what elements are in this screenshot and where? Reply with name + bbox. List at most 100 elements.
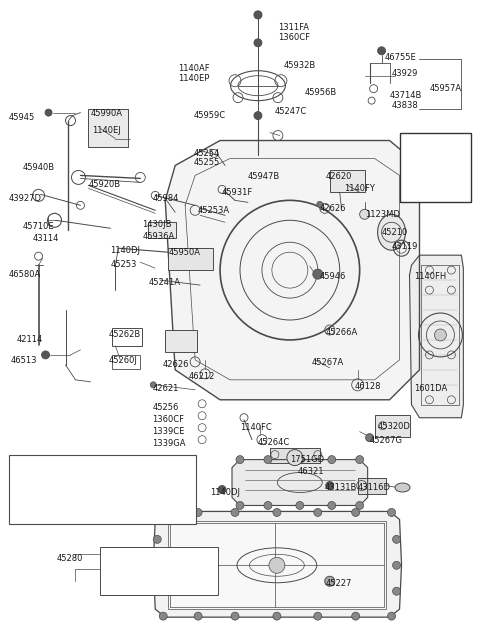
Circle shape xyxy=(296,456,304,464)
Polygon shape xyxy=(165,141,420,400)
Text: 45241A: 45241A xyxy=(148,278,180,287)
Text: 45280: 45280 xyxy=(57,554,83,563)
Circle shape xyxy=(153,587,161,595)
Text: 45710E: 45710E xyxy=(23,222,54,231)
Text: 43714B: 43714B xyxy=(390,91,422,100)
Circle shape xyxy=(159,509,167,516)
Circle shape xyxy=(317,201,323,207)
Text: 46580A: 46580A xyxy=(9,270,41,279)
Circle shape xyxy=(218,485,226,493)
Text: 45264C: 45264C xyxy=(258,438,290,447)
Text: 45956B: 45956B xyxy=(305,87,337,96)
Text: 1140FC: 1140FC xyxy=(240,422,272,431)
Text: 45932B: 45932B xyxy=(284,60,316,69)
Text: 45254A: 45254A xyxy=(138,465,170,474)
Text: 46513: 46513 xyxy=(11,356,37,365)
Text: 45266A: 45266A xyxy=(326,328,358,337)
Circle shape xyxy=(393,561,400,569)
Text: 1123MD: 1123MD xyxy=(365,210,399,219)
Text: 45323B: 45323B xyxy=(148,569,180,578)
Circle shape xyxy=(313,269,323,279)
Circle shape xyxy=(159,612,167,620)
Text: 45940B: 45940B xyxy=(23,163,55,172)
Text: 1140FH: 1140FH xyxy=(415,272,447,281)
Text: 42621: 42621 xyxy=(152,384,179,393)
Bar xyxy=(330,170,365,192)
Text: 45957A: 45957A xyxy=(430,84,462,93)
Text: 45945: 45945 xyxy=(9,113,35,122)
Circle shape xyxy=(150,382,156,388)
Text: 1430JB: 1430JB xyxy=(142,221,172,230)
Text: 43929: 43929 xyxy=(392,69,418,78)
Circle shape xyxy=(296,502,304,509)
Circle shape xyxy=(194,612,202,620)
Text: 1751GD: 1751GD xyxy=(290,455,324,464)
Circle shape xyxy=(434,329,446,341)
Text: 45984: 45984 xyxy=(152,194,179,203)
Text: 45320D: 45320D xyxy=(378,422,410,431)
Circle shape xyxy=(264,502,272,509)
Text: (1600CC): (1600CC) xyxy=(405,143,451,152)
Bar xyxy=(165,330,197,352)
Text: 1140FY: 1140FY xyxy=(344,185,374,194)
Text: 45210: 45210 xyxy=(428,154,456,163)
Bar xyxy=(374,415,409,437)
Text: 43838: 43838 xyxy=(392,101,418,110)
Text: 45227: 45227 xyxy=(326,579,352,588)
Circle shape xyxy=(360,210,370,219)
Circle shape xyxy=(42,351,49,359)
Text: 45324: 45324 xyxy=(148,581,175,590)
Polygon shape xyxy=(153,511,402,617)
Ellipse shape xyxy=(378,214,406,250)
Circle shape xyxy=(45,109,52,116)
Bar xyxy=(88,109,128,147)
Polygon shape xyxy=(409,255,463,418)
Circle shape xyxy=(314,612,322,620)
Circle shape xyxy=(326,482,334,489)
Text: 45247C: 45247C xyxy=(275,107,307,116)
Text: 21513: 21513 xyxy=(19,465,45,474)
Bar xyxy=(168,521,385,609)
Text: 46755E: 46755E xyxy=(384,53,416,62)
Text: 1339GA: 1339GA xyxy=(152,439,186,448)
Text: 43119: 43119 xyxy=(392,242,418,251)
Circle shape xyxy=(366,433,373,442)
Text: 45267A: 45267A xyxy=(312,358,344,367)
Text: 45255: 45255 xyxy=(193,158,219,167)
Circle shape xyxy=(273,612,281,620)
Text: 46212: 46212 xyxy=(188,372,215,381)
Text: 45253: 45253 xyxy=(110,260,137,269)
Text: 45931F: 45931F xyxy=(222,188,253,197)
Circle shape xyxy=(352,509,360,516)
Text: 42626: 42626 xyxy=(162,360,189,369)
Circle shape xyxy=(254,11,262,19)
Bar xyxy=(112,355,140,369)
Circle shape xyxy=(328,456,336,464)
Text: 42114: 42114 xyxy=(17,335,43,344)
Circle shape xyxy=(236,502,244,509)
Text: 1339CE: 1339CE xyxy=(152,427,185,436)
Text: 45920B: 45920B xyxy=(88,181,120,190)
Bar xyxy=(399,132,471,203)
Text: 42620: 42620 xyxy=(326,172,352,181)
Circle shape xyxy=(273,509,281,516)
Circle shape xyxy=(387,509,396,516)
Bar xyxy=(100,547,218,595)
Text: 1601DA: 1601DA xyxy=(415,384,448,393)
Text: 1360CF: 1360CF xyxy=(278,33,310,42)
Text: 45950A: 45950A xyxy=(168,248,200,257)
Circle shape xyxy=(356,456,364,464)
Text: 1360CF: 1360CF xyxy=(152,415,184,424)
Bar xyxy=(358,478,385,493)
Circle shape xyxy=(287,449,303,466)
Bar xyxy=(112,328,142,346)
Bar xyxy=(168,248,213,270)
Circle shape xyxy=(269,557,285,574)
Text: 46212G: 46212G xyxy=(75,465,108,474)
Text: 1140DJ: 1140DJ xyxy=(110,246,140,255)
Circle shape xyxy=(236,456,244,464)
Text: 43114: 43114 xyxy=(33,234,59,243)
Bar xyxy=(9,455,196,525)
Polygon shape xyxy=(232,460,368,505)
Text: 1311FA: 1311FA xyxy=(278,23,309,32)
